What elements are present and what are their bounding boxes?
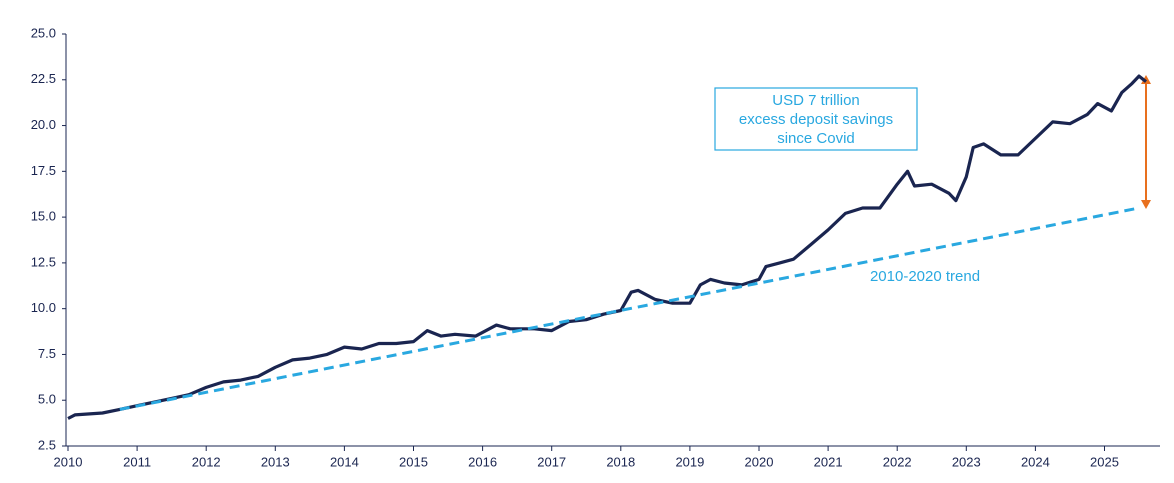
x-tick-label: 2016	[468, 454, 497, 469]
annotation-text: since Covid	[777, 130, 855, 147]
x-tick-label: 2017	[537, 454, 566, 469]
y-tick-label: 22.5	[31, 71, 56, 86]
y-tick-label: 20.0	[31, 117, 56, 132]
x-tick-label: 2018	[606, 454, 635, 469]
annotation-box	[714, 87, 918, 151]
y-tick-label: 2.5	[38, 437, 56, 452]
trend-line	[119, 206, 1140, 411]
x-tick-label: 2023	[952, 454, 981, 469]
x-tick-label: 2010	[54, 454, 83, 469]
x-tick-label: 2011	[123, 454, 151, 469]
y-tick-label: 25.0	[31, 25, 56, 40]
x-tick-label: 2025	[1090, 454, 1119, 469]
x-tick-label: 2022	[883, 454, 912, 469]
data-line	[67, 74, 1147, 420]
y-tick-label: 15.0	[31, 209, 56, 224]
annotation-text: USD 7 trillion	[772, 92, 860, 109]
x-tick-label: 2021	[814, 454, 843, 469]
x-tick-label: 2012	[192, 454, 221, 469]
x-tick-label: 2024	[1021, 454, 1050, 469]
y-tick-label: 17.5	[31, 163, 56, 178]
y-tick-label: 12.5	[31, 254, 56, 269]
x-tick-label: 2019	[675, 454, 704, 469]
x-tick-label: 2015	[399, 454, 428, 469]
x-tick-label: 2014	[330, 454, 359, 469]
series-label: 2010-2020 trend	[870, 268, 980, 285]
y-tick-label: 5.0	[38, 392, 56, 407]
y-tick-label: 10.0	[31, 300, 56, 315]
annotation-text: excess deposit savings	[739, 111, 893, 128]
y-tick-label: 7.5	[38, 346, 56, 361]
gap-arrow	[1141, 75, 1151, 209]
x-tick-label: 2020	[745, 454, 774, 469]
x-tick-label: 2013	[261, 454, 290, 469]
